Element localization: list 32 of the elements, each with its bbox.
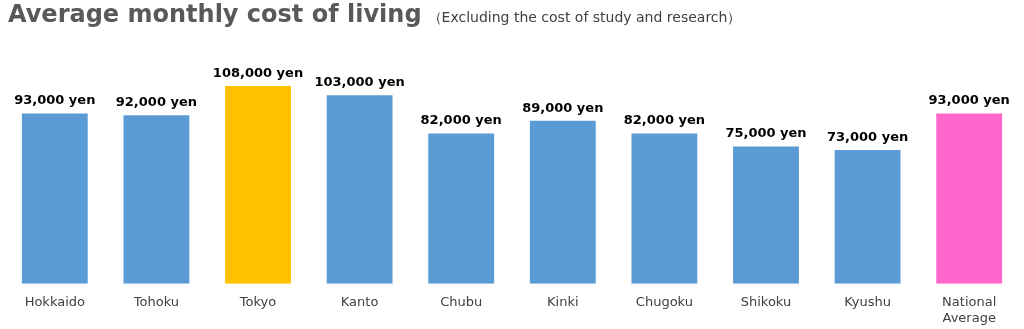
bar bbox=[123, 115, 190, 284]
bar bbox=[428, 133, 495, 284]
x-tick-label: Shikoku bbox=[740, 293, 792, 309]
chart-title: Average monthly cost of living bbox=[8, 0, 422, 28]
x-tick-label: Kinki bbox=[547, 293, 579, 309]
bar bbox=[631, 133, 698, 284]
data-label: 73,000 yen bbox=[826, 128, 909, 144]
x-tick-label: Tohoku bbox=[132, 293, 180, 309]
bar bbox=[529, 120, 596, 284]
data-label: 103,000 yen bbox=[314, 74, 405, 90]
bar bbox=[21, 113, 88, 284]
data-label: 108,000 yen bbox=[212, 64, 304, 80]
data-label: 93,000 yen bbox=[928, 92, 1010, 108]
bar bbox=[936, 113, 1003, 284]
data-label: 82,000 yen bbox=[623, 112, 706, 128]
data-label: 92,000 yen bbox=[115, 94, 198, 110]
data-label: 75,000 yen bbox=[725, 125, 807, 141]
data-label: 89,000 yen bbox=[522, 99, 604, 115]
x-tick-label: Hokkaido bbox=[24, 293, 86, 309]
bar bbox=[834, 150, 901, 284]
data-label: 93,000 yen bbox=[14, 92, 96, 108]
x-tick-label: Tokyo bbox=[238, 293, 277, 309]
bar bbox=[225, 85, 291, 284]
x-tick-label: Kanto bbox=[340, 293, 379, 309]
bar bbox=[733, 146, 799, 284]
chart-subtitle: （Excluding the cost of study and research） bbox=[427, 9, 742, 27]
x-tick-label: National Average bbox=[942, 293, 997, 325]
data-label: 82,000 yen bbox=[420, 112, 502, 128]
x-tick-label: Chugoku bbox=[635, 293, 693, 309]
x-tick-label: Chubu bbox=[440, 293, 483, 309]
x-tick-label: Kyushu bbox=[844, 293, 891, 309]
bar bbox=[326, 95, 393, 284]
